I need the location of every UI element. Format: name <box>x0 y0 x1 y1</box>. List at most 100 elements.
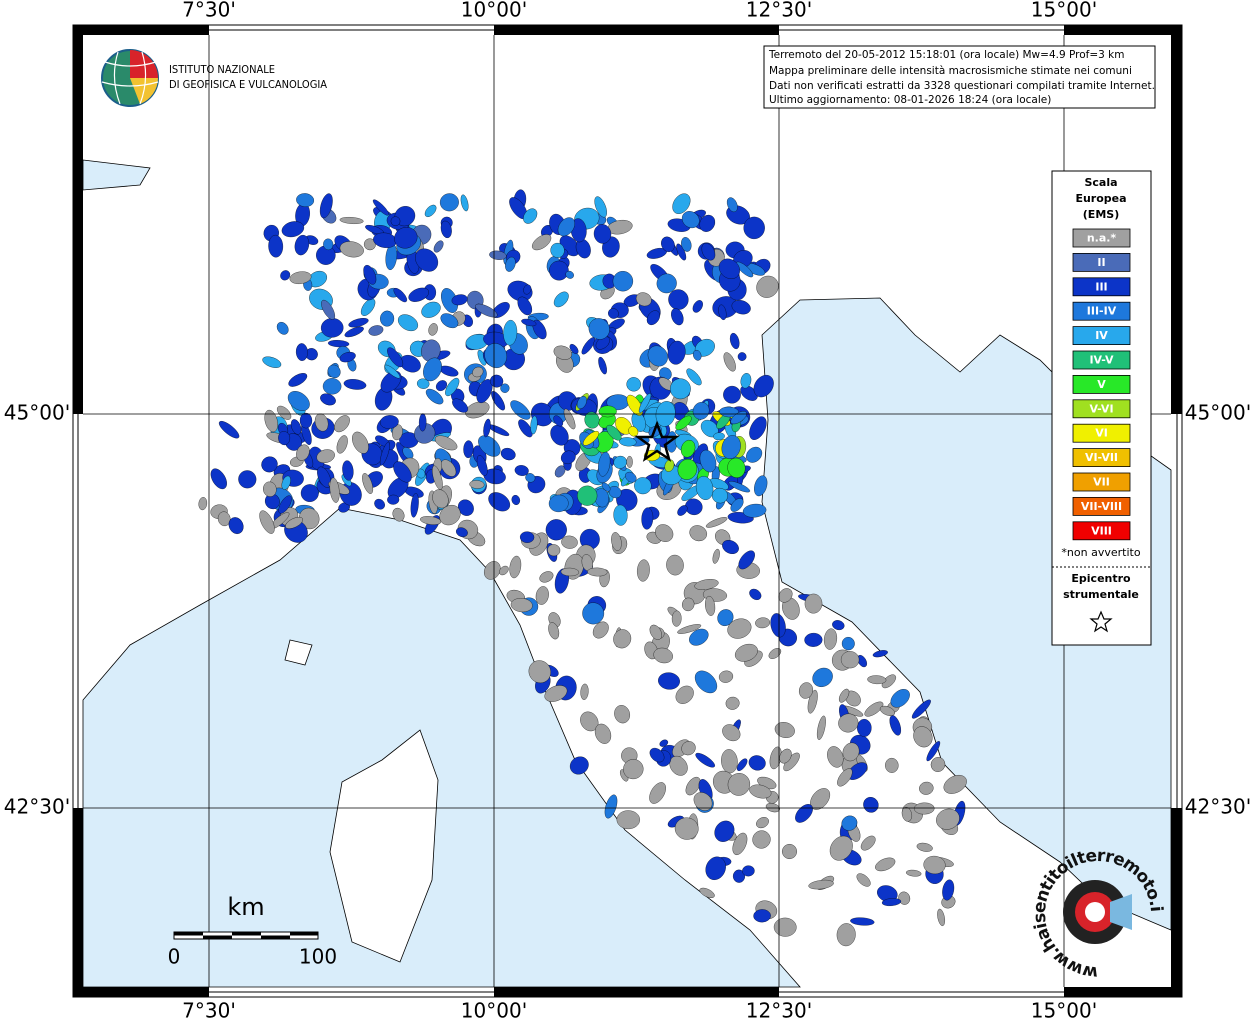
municipality <box>860 835 876 851</box>
municipality <box>756 817 769 829</box>
legend-epicenter: strumentale <box>1063 588 1139 601</box>
municipality <box>545 519 567 541</box>
municipality <box>647 345 668 367</box>
municipality <box>872 650 888 658</box>
municipality <box>268 234 284 258</box>
municipality <box>565 270 574 279</box>
municipality <box>514 465 529 476</box>
info-line: Ultimo aggiornamento: 08-01-2026 18:24 (… <box>769 94 1051 106</box>
municipality <box>879 705 895 716</box>
municipality <box>500 447 516 461</box>
scale-segment <box>232 932 261 936</box>
municipality <box>336 435 348 454</box>
frame-segment <box>73 25 83 414</box>
municipality <box>937 908 945 927</box>
municipality <box>517 296 533 316</box>
municipality <box>374 498 385 510</box>
municipality <box>296 444 310 461</box>
municipality <box>725 696 740 710</box>
municipality <box>329 477 340 503</box>
municipality <box>864 701 884 717</box>
info-box: Terremoto del 20-05-2012 15:18:01 (ora l… <box>763 45 1156 109</box>
municipality <box>363 265 377 285</box>
municipality <box>593 224 612 244</box>
legend-label: IV <box>1095 329 1108 342</box>
municipality <box>531 234 552 251</box>
map-area <box>82 35 1172 988</box>
municipality <box>500 383 510 393</box>
municipality <box>795 804 813 823</box>
municipality <box>451 294 468 306</box>
municipality <box>726 197 738 213</box>
lon-label: 10°00' <box>461 999 527 1023</box>
legend-swatch <box>1072 496 1131 516</box>
frame-segment <box>73 987 209 997</box>
legend-label: II <box>1097 256 1105 269</box>
municipality <box>362 473 374 494</box>
municipality <box>701 243 716 261</box>
municipality <box>804 593 823 614</box>
municipality <box>911 699 931 719</box>
legend-label: III-IV <box>1087 305 1117 318</box>
municipality <box>418 413 427 432</box>
municipality <box>523 208 538 224</box>
municipality <box>730 498 744 512</box>
municipality <box>653 647 673 664</box>
municipality <box>755 617 771 629</box>
scale-bar: km 0 100 <box>168 893 337 969</box>
municipality <box>320 393 336 406</box>
municipality <box>455 527 468 538</box>
municipality <box>476 455 488 476</box>
municipality <box>334 415 350 433</box>
municipality <box>832 620 845 631</box>
municipality <box>676 243 687 261</box>
municipality <box>384 364 401 379</box>
municipality <box>285 517 304 529</box>
municipality <box>290 419 302 435</box>
island <box>284 639 313 666</box>
municipality <box>916 842 933 852</box>
legend-label: VII <box>1093 476 1110 489</box>
municipality <box>666 554 684 576</box>
municipality <box>655 524 674 542</box>
municipality <box>675 415 692 431</box>
scale-segment <box>290 932 318 936</box>
municipality <box>919 781 934 795</box>
municipality <box>321 299 336 320</box>
municipality <box>713 432 725 441</box>
municipality <box>842 742 860 762</box>
frame-segment <box>73 808 83 997</box>
legend-swatch <box>1072 350 1131 370</box>
municipality <box>943 775 967 794</box>
municipality <box>623 759 644 780</box>
municipality <box>881 674 896 689</box>
municipality <box>689 525 707 542</box>
municipality <box>278 495 292 514</box>
municipality <box>689 628 709 646</box>
municipality <box>387 494 400 505</box>
municipality <box>746 446 763 463</box>
municipality <box>740 385 758 401</box>
municipality <box>649 624 662 640</box>
municipality <box>936 808 960 830</box>
legend-label: V-VI <box>1089 402 1113 415</box>
municipality <box>561 535 578 549</box>
municipality <box>692 300 703 313</box>
municipality <box>753 374 774 398</box>
logo-text: ISTITUTO NAZIONALE <box>169 63 275 76</box>
municipality <box>628 426 639 437</box>
municipality <box>782 844 797 859</box>
legend-label: VI-VII <box>1085 451 1118 464</box>
municipality <box>714 820 735 842</box>
municipality <box>416 378 430 389</box>
municipality <box>723 385 741 404</box>
municipality <box>727 773 751 796</box>
municipality <box>523 284 532 295</box>
municipality <box>397 314 419 332</box>
municipality <box>344 326 364 338</box>
municipality <box>261 456 278 473</box>
island <box>329 729 439 963</box>
municipality <box>420 516 442 525</box>
legend-swatch <box>1072 521 1131 541</box>
municipality <box>394 227 418 249</box>
